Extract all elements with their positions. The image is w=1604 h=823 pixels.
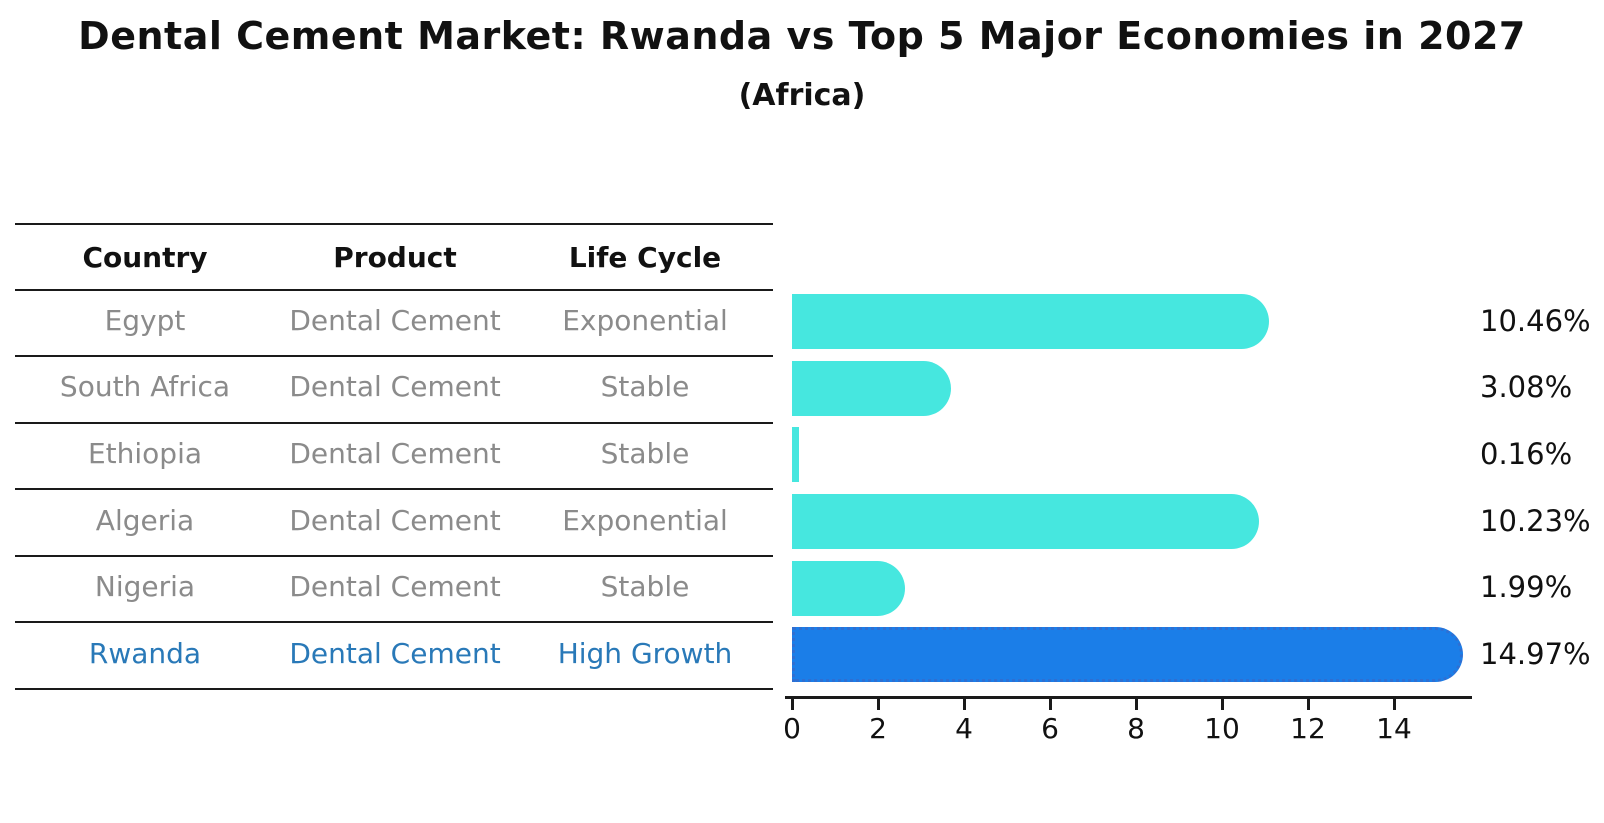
table-row-rule: [15, 621, 773, 624]
table-row-rule: [15, 687, 773, 690]
table-row-rule: [15, 488, 773, 491]
x-tick-mark: [791, 699, 794, 710]
chart-title: Dental Cement Market: Rwanda vs Top 5 Ma…: [78, 14, 1526, 58]
value-label: 10.23%: [1480, 503, 1591, 538]
bar: [792, 560, 905, 616]
x-tick-mark: [1135, 699, 1138, 710]
country-cell: South Africa: [59, 370, 231, 404]
x-tick-mark: [963, 699, 966, 710]
lifecycle-cell: Stable: [600, 436, 690, 470]
lifecycle-cell: High Growth: [557, 636, 733, 670]
table-top-rule: [15, 223, 773, 225]
lifecycle-cell: Stable: [600, 570, 690, 604]
lifecycle-cell: Exponential: [562, 303, 728, 337]
x-tick-label: 8: [1127, 712, 1145, 745]
bar: [792, 360, 951, 416]
table-row-rule: [15, 421, 773, 424]
x-tick-mark: [1393, 699, 1396, 710]
lifecycle-cell: Exponential: [562, 503, 728, 537]
table-row-rule: [15, 355, 773, 358]
x-tick-label: 4: [955, 712, 973, 745]
country-cell: Nigeria: [94, 570, 196, 604]
country-cell: Egypt: [104, 303, 186, 337]
x-tick-label: 2: [869, 712, 887, 745]
value-label: 1.99%: [1480, 570, 1573, 605]
col-header-country: Country: [82, 241, 208, 274]
product-cell: Dental Cement: [289, 370, 501, 404]
x-tick-label: 10: [1204, 712, 1240, 745]
table-header-rule: [15, 289, 773, 291]
product-cell: Dental Cement: [289, 303, 501, 337]
lifecycle-cell: Stable: [600, 370, 690, 404]
value-label: 10.46%: [1480, 303, 1591, 338]
product-cell: Dental Cement: [289, 570, 501, 604]
bar: [792, 294, 1269, 350]
x-tick-mark: [1049, 699, 1052, 710]
chart-subtitle: (Africa): [738, 78, 866, 113]
x-tick-mark: [1307, 699, 1310, 710]
col-header-product: Product: [333, 241, 457, 274]
col-header-lifecycle: Life Cycle: [568, 241, 722, 274]
country-cell: Ethiopia: [87, 436, 203, 470]
x-tick-label: 6: [1041, 712, 1059, 745]
value-label: 3.08%: [1480, 370, 1573, 405]
x-tick-mark: [1221, 699, 1224, 710]
bar: [792, 627, 1463, 683]
bar: [792, 494, 1259, 550]
x-axis-line: [785, 696, 1472, 699]
country-cell: Rwanda: [88, 636, 202, 670]
x-tick-mark: [877, 699, 880, 710]
value-label: 14.97%: [1480, 636, 1591, 671]
country-cell: Algeria: [95, 503, 195, 537]
table-row-rule: [15, 554, 773, 557]
x-tick-label: 0: [783, 712, 801, 745]
x-tick-label: 12: [1290, 712, 1326, 745]
product-cell: Dental Cement: [289, 636, 501, 670]
x-tick-label: 14: [1376, 712, 1412, 745]
product-cell: Dental Cement: [289, 436, 501, 470]
value-label: 0.16%: [1480, 436, 1573, 471]
product-cell: Dental Cement: [289, 503, 501, 537]
bar: [792, 427, 799, 483]
